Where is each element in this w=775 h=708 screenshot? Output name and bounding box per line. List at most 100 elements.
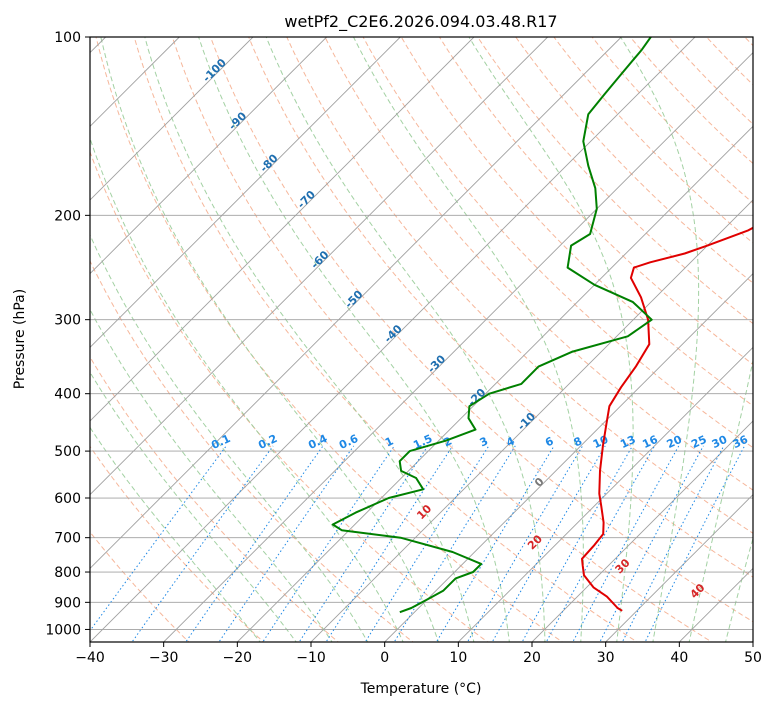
moist-adiabat bbox=[265, 37, 546, 642]
x-tick-label: 30 bbox=[597, 650, 615, 666]
dry-adiabat bbox=[286, 37, 753, 534]
mixing-ratio-line bbox=[298, 445, 429, 642]
isotherm bbox=[90, 37, 254, 201]
x-tick-label: −10 bbox=[296, 650, 326, 666]
isotherm-label: -90 bbox=[226, 109, 249, 132]
x-tick-label: 50 bbox=[744, 650, 762, 666]
y-tick-label: 600 bbox=[54, 491, 81, 507]
moist-adiabat-label: 30 bbox=[613, 556, 633, 576]
isotherm bbox=[679, 567, 753, 642]
mixing-ratio-line bbox=[572, 445, 680, 642]
dry-adiabat bbox=[591, 37, 753, 204]
temperature-profile bbox=[581, 226, 753, 612]
dry-adiabat bbox=[324, 37, 753, 491]
isotherm-label: -10 bbox=[515, 410, 538, 433]
mixing-ratio-line bbox=[131, 445, 274, 642]
moist-adiabat bbox=[725, 536, 753, 642]
dewpoint-profile bbox=[331, 37, 653, 614]
x-tick-label: 10 bbox=[449, 650, 467, 666]
dry-adiabat bbox=[438, 37, 753, 366]
mixing-ratio-line bbox=[262, 445, 395, 642]
isotherm-label: -70 bbox=[295, 188, 318, 211]
y-axis-label: Pressure (hPa) bbox=[12, 289, 28, 389]
isotherm bbox=[458, 346, 753, 642]
dry-adiabat bbox=[90, 356, 340, 642]
y-tick-label: 100 bbox=[54, 30, 81, 46]
moist-adiabat bbox=[144, 37, 475, 642]
isotherm-label: -40 bbox=[382, 322, 405, 345]
plot-frame bbox=[89, 36, 754, 643]
isotherm bbox=[384, 273, 753, 642]
y-tick-label: 700 bbox=[54, 531, 81, 547]
mixing-ratio-line bbox=[644, 445, 746, 642]
mixing-ratio-label: 13 bbox=[618, 433, 637, 451]
mixing-ratio-line bbox=[599, 445, 704, 642]
dry-adiabat bbox=[705, 37, 753, 86]
mixing-ratio-label: 0.4 bbox=[306, 432, 329, 452]
x-axis: −40 −30 −20 −10 0 10 20 30 40 50 bbox=[75, 642, 762, 666]
y-tick-label: 800 bbox=[54, 565, 81, 581]
moist-adiabat bbox=[90, 426, 261, 642]
x-tick-label: −30 bbox=[149, 650, 179, 666]
dry-adiabat bbox=[90, 150, 489, 642]
x-axis-label: Temperature (°C) bbox=[360, 681, 482, 697]
mixing-ratio-line bbox=[491, 445, 606, 642]
dry-adiabat bbox=[477, 37, 753, 325]
isotherm bbox=[163, 52, 753, 642]
isotherm bbox=[90, 37, 327, 275]
mixing-ratio-label: 16 bbox=[640, 433, 660, 451]
mixing-ratio-label: 25 bbox=[689, 433, 708, 451]
isotherm bbox=[90, 37, 622, 569]
moist-adiabat-label: 10 bbox=[414, 502, 434, 522]
isotherm-label: -60 bbox=[308, 248, 331, 271]
moist-adiabat bbox=[100, 37, 440, 642]
isotherm-label: -50 bbox=[342, 288, 365, 311]
dry-adiabat bbox=[248, 37, 753, 578]
isotherm bbox=[90, 37, 475, 422]
isotherm-label: -30 bbox=[425, 352, 448, 375]
isotherm-label: -80 bbox=[257, 151, 280, 174]
dry-adiabat bbox=[553, 37, 753, 244]
mixing-ratio-line bbox=[185, 445, 324, 642]
mixing-ratio-line bbox=[325, 445, 454, 642]
isotherm bbox=[90, 37, 696, 642]
mixing-ratio-line bbox=[621, 445, 725, 642]
x-tick-label: 0 bbox=[380, 650, 389, 666]
dry-adiabat bbox=[90, 259, 414, 642]
mixing-ratio-label: 36 bbox=[731, 433, 751, 451]
mixing-ratio-label: 1 bbox=[383, 434, 395, 449]
dry-adiabat bbox=[90, 445, 265, 642]
x-tick-label: −40 bbox=[75, 650, 105, 666]
mixing-ratio-label: 30 bbox=[710, 433, 730, 451]
dry-adiabat bbox=[362, 37, 753, 449]
dry-adiabat bbox=[770, 24, 775, 645]
dry-adiabat bbox=[90, 531, 190, 642]
moist-adiabat bbox=[468, 37, 634, 642]
mixing-ratio-line bbox=[364, 445, 490, 642]
chart-title: wetPf2_C2E6.2026.094.03.48.R17 bbox=[284, 12, 557, 32]
moist-adiabat bbox=[90, 371, 297, 642]
x-tick-label: −20 bbox=[223, 650, 253, 666]
isotherm bbox=[605, 494, 753, 642]
isotherm bbox=[310, 199, 753, 642]
isotherm bbox=[90, 37, 401, 348]
moist-adiabat bbox=[620, 37, 700, 642]
isotherm bbox=[90, 37, 548, 496]
y-tick-label: 400 bbox=[54, 387, 81, 403]
dry-adiabat bbox=[171, 37, 713, 642]
moist-adiabat-label: 20 bbox=[525, 532, 545, 552]
moist-adiabat-label: 40 bbox=[688, 581, 708, 601]
isotherm bbox=[237, 125, 753, 642]
profiles bbox=[331, 37, 753, 614]
mixing-ratio-label: 20 bbox=[665, 433, 685, 451]
y-tick-label: 1000 bbox=[45, 622, 81, 638]
isotherm bbox=[752, 641, 753, 642]
mixing-ratio-line bbox=[466, 445, 584, 642]
dry-adiabat bbox=[667, 37, 753, 125]
mixing-ratio-label: 6 bbox=[543, 434, 556, 449]
moist-adiabat bbox=[90, 233, 369, 642]
mixing-ratio-line bbox=[393, 445, 516, 642]
x-tick-label: 40 bbox=[670, 650, 688, 666]
y-tick-label: 200 bbox=[54, 208, 81, 224]
